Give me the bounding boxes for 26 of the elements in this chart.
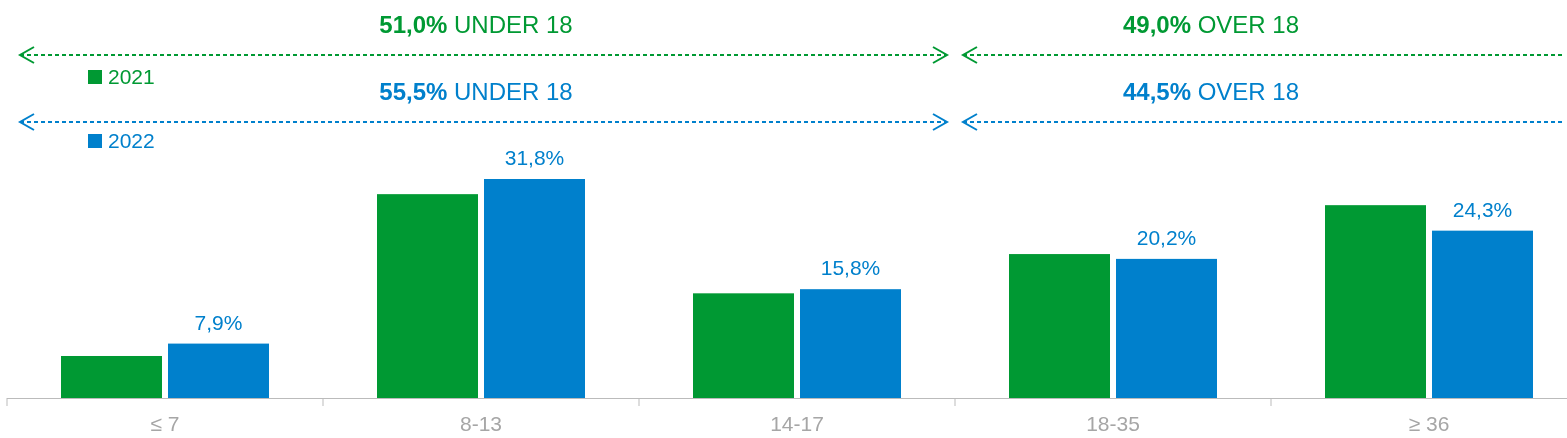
bar <box>1325 205 1426 398</box>
legend-label: 2021 <box>108 65 155 88</box>
data-label: 7,9% <box>194 310 243 334</box>
bar <box>484 179 585 398</box>
bar <box>693 293 794 398</box>
bar <box>61 355 162 398</box>
x-tick-label: 14-17 <box>770 412 824 435</box>
text: 44,5% OVER 18 <box>1122 78 1300 105</box>
bar <box>1116 258 1217 398</box>
data-label: 15,8% <box>820 256 881 280</box>
x-tick-label: ≤ 7 <box>150 412 180 435</box>
bar <box>377 194 478 398</box>
data-label: 24,3% <box>1452 197 1513 221</box>
x-tick-label: 8-13 <box>459 412 503 435</box>
x-tick-label: ≥ 36 <box>1408 412 1450 435</box>
x-tick-label: 18-35 <box>1086 412 1140 435</box>
bar <box>800 289 901 398</box>
legend-label: 2022 <box>108 129 155 152</box>
data-label: 20,2% <box>1136 225 1197 249</box>
bar <box>1432 230 1533 398</box>
data-label: 31,8% <box>504 146 565 169</box>
text: 55,5% UNDER 18 <box>379 78 573 105</box>
bar <box>1009 254 1110 398</box>
text: 51,0% UNDER 18 <box>379 11 573 38</box>
bar <box>168 343 269 398</box>
text: 49,0% OVER 18 <box>1122 11 1300 38</box>
